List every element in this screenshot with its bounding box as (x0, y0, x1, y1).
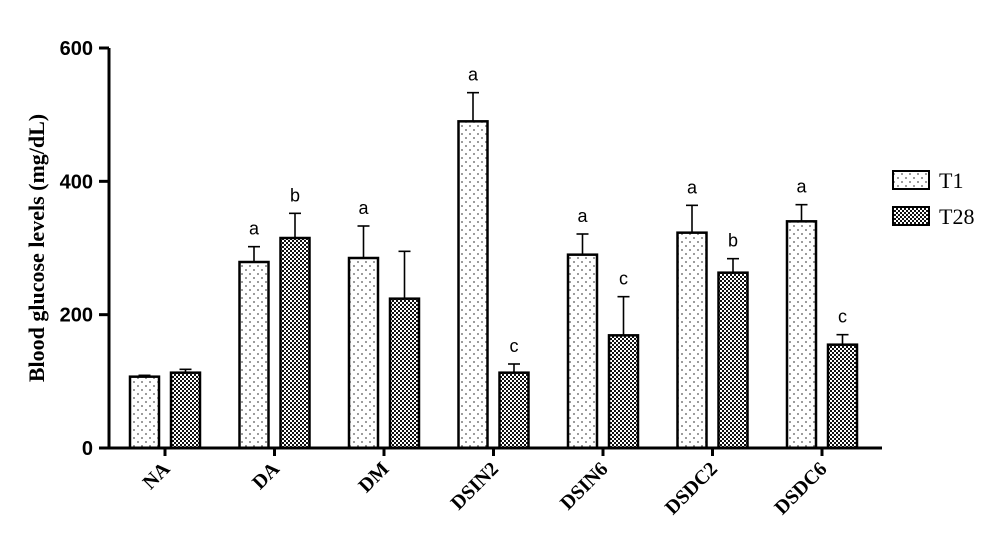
significance-label-t28-dsin6: c (619, 269, 628, 289)
x-tick-label-dsin2: DSIN2 (447, 458, 503, 514)
significance-label-t28-da: b (290, 185, 300, 205)
bar-t28-dsin2 (498, 371, 530, 450)
bar-t28-dsdc6 (826, 343, 859, 450)
significance-label-t1-dsdc6: a (796, 177, 807, 197)
x-ticks: NA DA DM DSIN2 DSIN6 DSDC2 DSDC6 (139, 448, 832, 519)
y-tick-label-400: 400 (60, 171, 93, 193)
significance-labels-layer: a b a a c a c a b a c (249, 65, 847, 356)
significance-label-t1-dm: a (358, 198, 369, 218)
legend-swatch-t28 (892, 206, 930, 226)
significance-label-t1-dsin2: a (468, 65, 479, 85)
significance-label-t1-da: a (249, 219, 260, 239)
bars-layer (128, 91, 859, 450)
x-tick-label-dsin6: DSIN6 (556, 458, 612, 514)
legend-label-t28: T28 (939, 204, 974, 229)
legend-label-t1: T1 (939, 168, 963, 193)
bar-t1-da (238, 260, 270, 450)
significance-label-t28-dsin2: c (510, 336, 519, 356)
significance-label-t1-dsdc2: a (687, 177, 698, 197)
y-tick-label-0: 0 (82, 438, 93, 460)
bar-t1-dm (347, 256, 380, 450)
y-tick-label-200: 200 (60, 305, 93, 327)
bar-t28-dsin6 (607, 334, 640, 450)
legend-swatch-t1 (892, 170, 930, 190)
y-ticks: 0 200 400 600 (60, 38, 109, 460)
bar-t1-dsdc6 (785, 220, 818, 450)
bar-t28-dsdc2 (717, 271, 749, 450)
bar-t28-na (169, 371, 202, 450)
y-tick-label-600: 600 (60, 38, 93, 60)
bar-t1-dsin2 (457, 120, 489, 450)
x-tick-label-dsdc2: DSDC2 (661, 458, 722, 519)
significance-label-t28-dsdc2: b (728, 231, 738, 251)
x-tick-label-dsdc6: DSDC6 (770, 458, 831, 519)
y-axis-label: Blood glucose levels (mg/dL) (24, 114, 49, 382)
bar-t1-dsin6 (566, 253, 599, 450)
x-tick-label-da: DA (248, 458, 284, 494)
bar-t1-na (128, 375, 161, 450)
x-tick-label-dm: DM (354, 458, 393, 497)
bar-t28-dm (388, 297, 421, 450)
significance-label-t1-dsin6: a (577, 206, 588, 226)
x-tick-label-na: NA (139, 458, 175, 494)
significance-label-t28-dsdc6: c (838, 307, 847, 327)
bar-t28-da (279, 236, 311, 450)
bar-t1-dsdc2 (676, 231, 708, 450)
